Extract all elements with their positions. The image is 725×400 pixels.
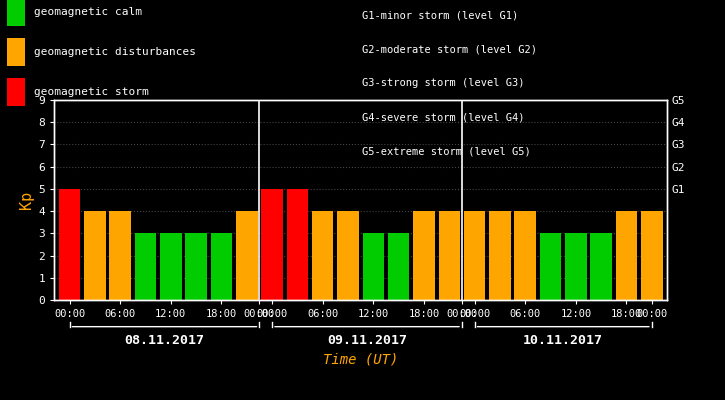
Text: 09.11.2017: 09.11.2017 — [327, 334, 407, 348]
Bar — [641, 211, 663, 300]
Bar — [413, 211, 435, 300]
Bar — [59, 189, 80, 300]
Text: Time (UT): Time (UT) — [323, 352, 398, 366]
Bar — [540, 233, 561, 300]
Bar — [312, 211, 334, 300]
Bar — [616, 211, 637, 300]
Bar — [489, 211, 510, 300]
Bar — [160, 233, 181, 300]
Bar — [109, 211, 131, 300]
Text: 08.11.2017: 08.11.2017 — [125, 334, 204, 348]
Text: G1-minor storm (level G1): G1-minor storm (level G1) — [362, 10, 519, 20]
Bar — [84, 211, 106, 300]
Text: geomagnetic storm: geomagnetic storm — [34, 87, 149, 97]
Text: geomagnetic disturbances: geomagnetic disturbances — [34, 47, 196, 57]
Bar — [261, 189, 283, 300]
Text: G2-moderate storm (level G2): G2-moderate storm (level G2) — [362, 44, 537, 54]
Text: geomagnetic calm: geomagnetic calm — [34, 7, 142, 17]
Bar — [515, 211, 536, 300]
Bar — [388, 233, 410, 300]
Bar — [464, 211, 485, 300]
Bar — [236, 211, 257, 300]
Bar — [337, 211, 359, 300]
Text: G5-extreme storm (level G5): G5-extreme storm (level G5) — [362, 146, 531, 156]
Text: 10.11.2017: 10.11.2017 — [523, 334, 603, 348]
Bar — [362, 233, 384, 300]
Bar — [211, 233, 232, 300]
Bar — [135, 233, 157, 300]
Bar — [590, 233, 612, 300]
Bar — [565, 233, 587, 300]
Y-axis label: Kp: Kp — [20, 191, 34, 209]
Bar — [439, 211, 460, 300]
Bar — [286, 189, 308, 300]
Bar — [186, 233, 207, 300]
Text: G4-severe storm (level G4): G4-severe storm (level G4) — [362, 112, 525, 122]
Text: G3-strong storm (level G3): G3-strong storm (level G3) — [362, 78, 525, 88]
